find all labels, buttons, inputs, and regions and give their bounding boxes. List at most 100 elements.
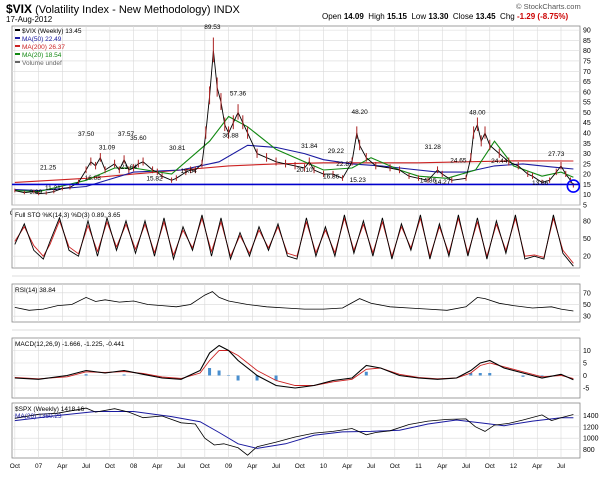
x-tick-bottom-1: 07	[35, 463, 43, 470]
y-tick-price-13: 70	[583, 69, 591, 76]
legend-entry-2: MA(200) 26.37	[22, 44, 65, 51]
x-tick-bottom-9: 09	[225, 463, 233, 470]
price-annotation-15: 31.84	[301, 143, 318, 150]
panel-rsi	[11, 283, 581, 323]
price-annotation-22: 31.28	[425, 144, 442, 151]
price-annotation-25: 24.65	[450, 158, 467, 165]
close-value: 13.45	[475, 12, 496, 21]
quote-summary: Open 14.09 High 15.15 Low 13.30 Close 13…	[322, 12, 568, 21]
sto-d-line	[14, 216, 574, 264]
symbol: $VIX	[6, 2, 33, 16]
y-tick-price-15: 80	[583, 48, 591, 55]
x-tick-bottom-6: Apr	[152, 463, 163, 470]
macd-hist-bar-10	[478, 373, 482, 376]
y-tick-price-7: 40	[583, 130, 591, 137]
rsi-legend: RSI(14) 38.84	[15, 287, 56, 294]
macd-hist-bar-5	[236, 375, 240, 381]
x-tick-bottom-22: Apr	[532, 463, 543, 470]
price-annotation-23: 14.86	[420, 178, 437, 185]
price-annotation-19: 22.87	[336, 161, 353, 168]
price-annotation-18: 29.22	[328, 148, 345, 155]
macd-hist-bar-8	[364, 371, 368, 376]
high-label: High	[368, 12, 385, 21]
x-tick-bottom-19: Jul	[462, 463, 471, 470]
y-tick-spx-2: 1200	[583, 424, 599, 431]
y-tick-macd-0: -5	[583, 386, 589, 393]
price-annotation-10: 30.81	[169, 145, 186, 152]
panel-frame-rsi	[11, 283, 581, 323]
close-label: Close	[452, 12, 474, 21]
legend-swatch-1	[15, 37, 20, 39]
x-tick-bottom-8: Oct	[200, 463, 210, 470]
price-annotation-17: 16.86	[323, 174, 340, 181]
panel-frame-price	[11, 25, 581, 206]
price-annotation-14: 36.88	[222, 132, 239, 139]
y-tick-price-0: 5	[583, 203, 587, 210]
y-tick-price-1: 10	[583, 192, 591, 199]
price-annotation-9: 15.82	[146, 176, 163, 183]
y-tick-stochastic-2: 80	[583, 218, 591, 225]
x-tick-bottom-2: Apr	[57, 463, 68, 470]
chart-date: 17-Aug-2012	[6, 15, 53, 24]
legend-entry-0: $VIX (Weekly) 13.45	[22, 28, 82, 35]
x-tick-bottom-3: Jul	[82, 463, 91, 470]
series-line-3	[14, 115, 574, 193]
x-tick-bottom-5: 08	[130, 463, 138, 470]
y-tick-rsi-0: 30	[583, 314, 591, 321]
copyright-notice: © StockCharts.com	[516, 2, 581, 11]
macd-hist-bar-0	[84, 374, 88, 376]
x-tick-bottom-4: Oct	[105, 463, 115, 470]
rsi-line	[14, 291, 574, 312]
low-label: Low	[411, 12, 427, 21]
x-tick-bottom-23: Jul	[557, 463, 566, 470]
x-tick-bottom-0: Oct	[10, 463, 20, 470]
spx-legend-1: MA(20) 1360.23	[15, 413, 62, 420]
macd-hist-bar-6	[255, 375, 259, 381]
y-tick-price-4: 25	[583, 161, 591, 168]
series-line-1	[14, 144, 574, 192]
price-annotation-28: 27.73	[548, 151, 565, 158]
price-annotation-5: 31.09	[99, 144, 116, 151]
price-annotation-2: 21.25	[40, 165, 57, 172]
price-annotation-12: 89.53	[204, 24, 221, 31]
y-tick-stochastic-0: 20	[583, 254, 591, 261]
chart-header-ticker: $VIX (Volatility Index - New Methodology…	[6, 2, 240, 16]
chg-value: -1.29 (-8.75%)	[516, 12, 569, 21]
low-value: 13.30	[428, 12, 449, 21]
macd-hist-bar-4	[227, 375, 231, 376]
spx-line	[14, 407, 574, 456]
y-tick-rsi-2: 70	[583, 290, 591, 297]
y-tick-price-17: 90	[583, 28, 591, 35]
price-annotation-24: 14.27	[434, 179, 451, 186]
price-annotation-29: 13.66	[532, 180, 549, 187]
price-annotation-16: 20.10	[296, 167, 313, 174]
legend-entry-1: MA(50) 22.49	[22, 36, 62, 43]
macd-hist-bar-1	[122, 374, 126, 376]
x-tick-bottom-16: Oct	[390, 463, 400, 470]
legend-swatch-4	[15, 61, 20, 63]
high-value: 15.15	[386, 12, 408, 21]
sto-k-line	[14, 214, 574, 267]
price-annotation-7: 35.60	[130, 135, 147, 142]
series-line-0	[14, 50, 574, 195]
macd-hist-bar-7	[274, 375, 278, 381]
price-annotation-11: 19.54	[181, 168, 198, 175]
spx-legend-0: $SPX (Weekly) 1418.16	[15, 406, 85, 413]
open-value: 14.09	[343, 12, 364, 21]
legend-swatch-3	[15, 53, 20, 55]
macd-hist-bar-2	[208, 368, 212, 376]
y-tick-price-8: 45	[583, 120, 591, 127]
y-tick-spx-3: 1400	[583, 413, 599, 420]
x-tick-bottom-20: Oct	[485, 463, 495, 470]
y-tick-spx-1: 1000	[583, 436, 599, 443]
y-tick-spx-0: 800	[583, 447, 595, 454]
y-tick-price-12: 65	[583, 79, 591, 86]
macd-hist-bar-9	[469, 373, 473, 376]
y-tick-price-11: 60	[583, 89, 591, 96]
macd-hist-bar-13	[540, 375, 544, 377]
price-annotation-6: 37.57	[118, 131, 135, 138]
x-tick-bottom-21: 12	[510, 463, 518, 470]
legend-entry-3: MA(20) 18.54	[22, 52, 62, 59]
